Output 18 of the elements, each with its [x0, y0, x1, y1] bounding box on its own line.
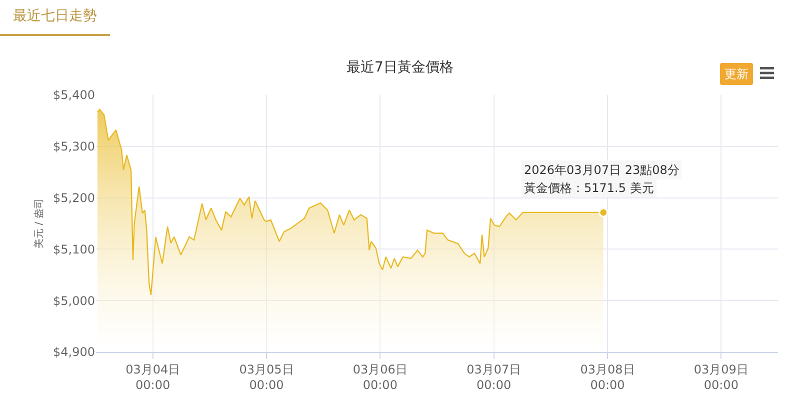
- text: 更新: [720, 63, 753, 85]
- x-tick-label: 03月09日 00:00: [694, 362, 748, 392]
- y-axis-title: 美元 / 盎司: [33, 198, 45, 248]
- x-tick-label: 03月06日 00:00: [352, 362, 408, 392]
- y-tick-label: $5,400: [53, 88, 95, 102]
- annotation: 黃金價格：5171.5 美元: [524, 181, 654, 195]
- y-tick-label: $5,100: [53, 242, 95, 256]
- y-tick-label: $4,900: [53, 345, 95, 360]
- x-tick-label: 03月05日 00:00: [239, 362, 294, 392]
- y-tick-label: $5,200: [53, 191, 95, 205]
- annotation: 2026年03月07日 23點08分: [524, 163, 680, 177]
- x-tick-label: 03月08日 00:00: [580, 362, 635, 392]
- text: 最近七日走勢: [0, 0, 110, 36]
- y-tick-label: $5,300: [53, 140, 95, 154]
- x-tick-label: 03月04日 00:00: [126, 362, 180, 392]
- y-tick-label: $5,000: [53, 294, 95, 308]
- x-tick-label: 03月07日 00:00: [466, 362, 522, 392]
- chart-title: 最近7日黃金價格: [346, 60, 454, 76]
